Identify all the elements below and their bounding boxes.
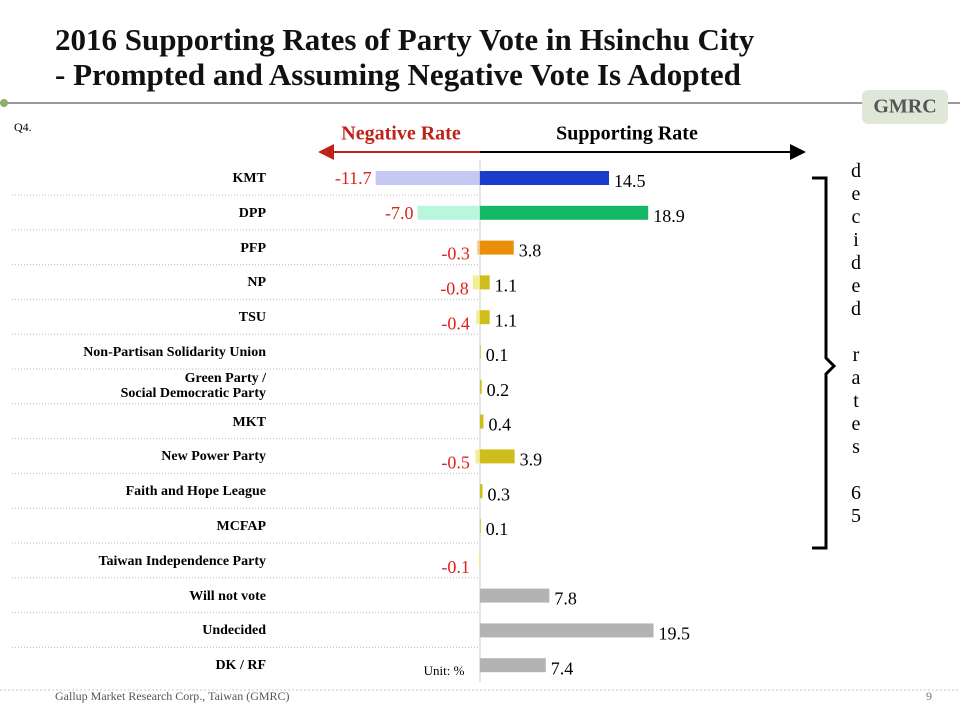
category-label: Taiwan Independence Party bbox=[98, 553, 266, 569]
value-label: 18.9 bbox=[653, 206, 685, 226]
category-label: Faith and Hope League bbox=[125, 484, 266, 500]
negative-header: Negative Rate bbox=[341, 123, 461, 145]
value-label: 19.5 bbox=[659, 624, 691, 644]
unit: Unit: % bbox=[424, 663, 465, 678]
bar bbox=[479, 345, 481, 359]
value-label: 0.4 bbox=[488, 415, 511, 435]
category-label: MCFAP bbox=[216, 519, 267, 534]
value-label: 7.8 bbox=[554, 589, 577, 609]
category-label: TSU bbox=[238, 310, 266, 326]
category-label: Will not vote bbox=[189, 588, 266, 604]
category-label: Green Party / Social Democratic Party bbox=[120, 370, 266, 401]
bar bbox=[479, 171, 610, 185]
logo: GMRC bbox=[873, 96, 936, 118]
bar bbox=[477, 240, 480, 255]
bar bbox=[417, 205, 480, 220]
bar bbox=[479, 310, 490, 325]
bar bbox=[479, 379, 482, 394]
value-label: 3.9 bbox=[520, 450, 543, 470]
value-label: 1.1 bbox=[495, 310, 518, 330]
category-label: MKT bbox=[232, 414, 266, 430]
category-label: KMT bbox=[232, 171, 266, 186]
value-label: 14.5 bbox=[614, 171, 646, 191]
footer: Gallup Market Research Corp., Taiwan (GM… bbox=[55, 689, 290, 703]
bar bbox=[472, 275, 480, 290]
title: 2016 Supporting Rates of Party Vote in H… bbox=[55, 22, 754, 92]
category-label: DK / RF bbox=[215, 658, 266, 674]
title-line: - Prompted and Assuming Negative Vote Is… bbox=[55, 57, 741, 92]
value-label: -7.0 bbox=[385, 203, 414, 223]
value-label: -0.3 bbox=[441, 244, 470, 264]
value-label: 3.8 bbox=[519, 241, 542, 261]
value-label: 0.1 bbox=[486, 519, 509, 539]
logo-box bbox=[862, 90, 948, 124]
bar bbox=[478, 553, 480, 568]
value-label: -0.8 bbox=[440, 279, 469, 299]
bar bbox=[479, 658, 546, 673]
bar bbox=[479, 240, 514, 255]
side-note: decided rates 65 bbox=[845, 160, 867, 528]
category-label: Undecided bbox=[202, 623, 266, 639]
rule-dot bbox=[0, 99, 8, 107]
value-label: 7.4 bbox=[551, 658, 574, 678]
value-label: 0.3 bbox=[488, 484, 511, 504]
category-label: Non-Partisan Solidarity Union bbox=[83, 345, 266, 360]
title-line: 2016 Supporting Rates of Party Vote in H… bbox=[55, 22, 755, 57]
value-label: 0.1 bbox=[486, 345, 509, 365]
category-label: DPP bbox=[238, 205, 266, 221]
bar bbox=[476, 310, 480, 325]
bar bbox=[479, 205, 649, 220]
category-label: New Power Party bbox=[161, 449, 266, 465]
bar bbox=[479, 414, 484, 429]
value-label: -11.7 bbox=[335, 168, 372, 188]
value-label: -0.4 bbox=[441, 313, 470, 333]
bar bbox=[475, 449, 480, 464]
page-number: 9 bbox=[926, 689, 932, 703]
value-label: -0.5 bbox=[441, 453, 470, 473]
category-label: NP bbox=[247, 275, 266, 291]
bar bbox=[479, 588, 550, 603]
bar bbox=[479, 449, 515, 464]
question: Q4. bbox=[14, 120, 32, 134]
value-label: -0.1 bbox=[441, 557, 470, 577]
bar bbox=[479, 623, 654, 638]
value-label: 0.2 bbox=[487, 380, 510, 400]
value-label: 1.1 bbox=[495, 276, 518, 296]
positive-header: Supporting Rate bbox=[556, 123, 698, 145]
bar bbox=[479, 484, 483, 499]
bracket bbox=[812, 176, 837, 550]
category-label: PFP bbox=[240, 240, 266, 256]
bar bbox=[479, 519, 481, 533]
bar bbox=[375, 171, 480, 185]
bar bbox=[479, 275, 490, 290]
